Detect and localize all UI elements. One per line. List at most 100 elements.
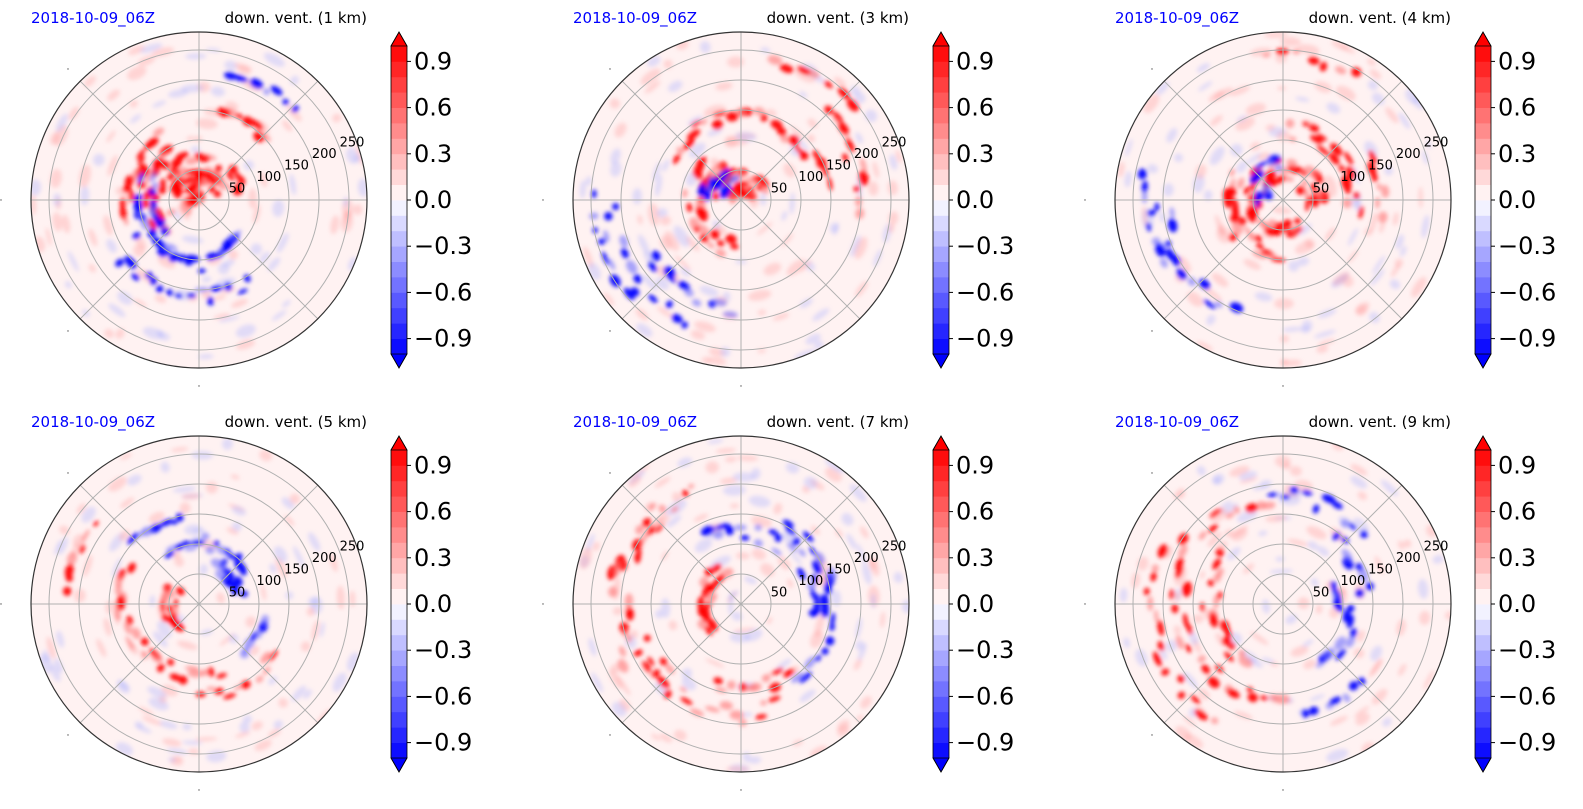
negative-speckle bbox=[1369, 311, 1380, 324]
positive-speckle bbox=[282, 120, 293, 132]
colorbar-level bbox=[1475, 619, 1491, 636]
positive-cell bbox=[1228, 232, 1238, 242]
positive-cell bbox=[1243, 186, 1250, 195]
positive-speckle bbox=[1418, 186, 1423, 209]
negative-cell bbox=[601, 251, 609, 266]
colorbar-level bbox=[1475, 496, 1491, 512]
negative-speckle bbox=[699, 41, 711, 54]
negative-cell bbox=[1151, 237, 1161, 246]
colorbar: 0.9 0.6 0.3 0.0 −0.3 −0.6 −0.9 bbox=[932, 435, 1014, 773]
negative-speckle bbox=[67, 250, 79, 272]
positive-speckle bbox=[162, 738, 182, 747]
colorbar-tick-label: 0.3 bbox=[956, 140, 994, 168]
negative-speckle bbox=[1260, 479, 1272, 489]
positive-cell bbox=[1194, 709, 1208, 721]
positive-speckle bbox=[668, 620, 678, 631]
axis-tick bbox=[1151, 472, 1153, 474]
positive-cell bbox=[1186, 623, 1193, 636]
positive-speckle bbox=[1173, 592, 1181, 601]
radial-tick-label: 100 bbox=[798, 574, 823, 589]
positive-speckle bbox=[1398, 663, 1407, 677]
colorbar-level bbox=[933, 215, 949, 232]
negative-cell bbox=[626, 260, 638, 274]
axis-tick bbox=[542, 603, 544, 605]
colorbar-level bbox=[933, 465, 949, 482]
negative-cell bbox=[134, 211, 139, 220]
negative-cell bbox=[163, 249, 172, 256]
colorbar-level bbox=[1475, 742, 1491, 759]
positive-cell bbox=[1376, 183, 1382, 191]
negative-cell bbox=[213, 540, 220, 547]
positive-speckle bbox=[725, 766, 750, 772]
negative-cell bbox=[771, 547, 782, 556]
positive-cell bbox=[1303, 188, 1310, 199]
positive-speckle bbox=[82, 554, 93, 577]
panel-date-label: 2018-10-09_06Z bbox=[573, 9, 697, 28]
positive-cell bbox=[704, 626, 713, 636]
radial-tick-label: 150 bbox=[284, 563, 309, 578]
colorbar-level bbox=[933, 123, 949, 139]
colorbar-level bbox=[391, 46, 407, 62]
positive-speckle bbox=[640, 68, 661, 86]
negative-cell bbox=[201, 532, 210, 540]
radial-tick-label: 50 bbox=[1313, 586, 1330, 601]
positive-speckle bbox=[300, 641, 311, 652]
negative-speckle bbox=[694, 538, 713, 553]
positive-speckle bbox=[120, 497, 135, 509]
positive-speckle bbox=[1303, 659, 1316, 670]
colorbar-level bbox=[933, 46, 949, 62]
positive-cell bbox=[167, 658, 175, 666]
negative-speckle bbox=[1160, 648, 1168, 660]
negative-cell bbox=[1358, 566, 1369, 583]
positive-cell bbox=[1171, 604, 1179, 614]
negative-cell bbox=[149, 523, 162, 534]
negative-speckle bbox=[579, 180, 587, 199]
colorbar-extend-min bbox=[390, 353, 408, 369]
negative-cell bbox=[132, 232, 141, 240]
negative-speckle bbox=[591, 672, 604, 693]
negative-cell bbox=[147, 230, 155, 238]
negative-cell bbox=[207, 296, 214, 306]
positive-cell bbox=[197, 169, 205, 177]
colorbar-level bbox=[391, 450, 407, 466]
positive-speckle bbox=[1279, 335, 1290, 343]
field-layer bbox=[1119, 440, 1451, 762]
colorbar-level bbox=[1475, 230, 1491, 247]
colorbar-level bbox=[933, 261, 949, 278]
positive-cell bbox=[1161, 668, 1170, 676]
positive-cell bbox=[706, 241, 715, 249]
positive-speckle bbox=[872, 161, 879, 179]
polar-frame bbox=[572, 31, 910, 369]
negative-cell bbox=[608, 258, 616, 271]
negative-cell bbox=[156, 285, 164, 293]
negative-cell bbox=[810, 587, 816, 599]
positive-cell bbox=[824, 105, 833, 115]
negative-speckle bbox=[831, 589, 842, 607]
negative-speckle bbox=[285, 591, 294, 600]
positive-cell bbox=[655, 524, 664, 533]
positive-speckle bbox=[213, 295, 226, 301]
positive-speckle bbox=[1243, 258, 1261, 270]
colorbar-level bbox=[1475, 634, 1491, 651]
panel-date-label: 2018-10-09_06Z bbox=[573, 413, 697, 432]
negative-speckle bbox=[55, 113, 68, 132]
positive-cell bbox=[269, 649, 278, 661]
positive-speckle bbox=[1287, 538, 1309, 547]
positive-speckle bbox=[614, 122, 627, 138]
colorbar-level bbox=[933, 496, 949, 512]
axis-tick bbox=[609, 734, 611, 736]
colorbar-level bbox=[391, 246, 407, 262]
colorbar-tick-label: −0.3 bbox=[414, 232, 472, 260]
negative-cell bbox=[1250, 170, 1263, 184]
positive-speckle bbox=[148, 511, 165, 524]
grid-spoke bbox=[1282, 484, 1403, 605]
positive-speckle bbox=[251, 721, 263, 731]
positive-speckle bbox=[773, 503, 783, 515]
colorbar-outline bbox=[932, 435, 950, 773]
negative-speckle bbox=[50, 664, 61, 682]
negative-speckle bbox=[731, 611, 743, 621]
positive-speckle bbox=[1199, 570, 1206, 579]
positive-cell bbox=[695, 171, 703, 180]
positive-cell bbox=[683, 138, 695, 150]
negative-cell bbox=[1348, 681, 1359, 691]
